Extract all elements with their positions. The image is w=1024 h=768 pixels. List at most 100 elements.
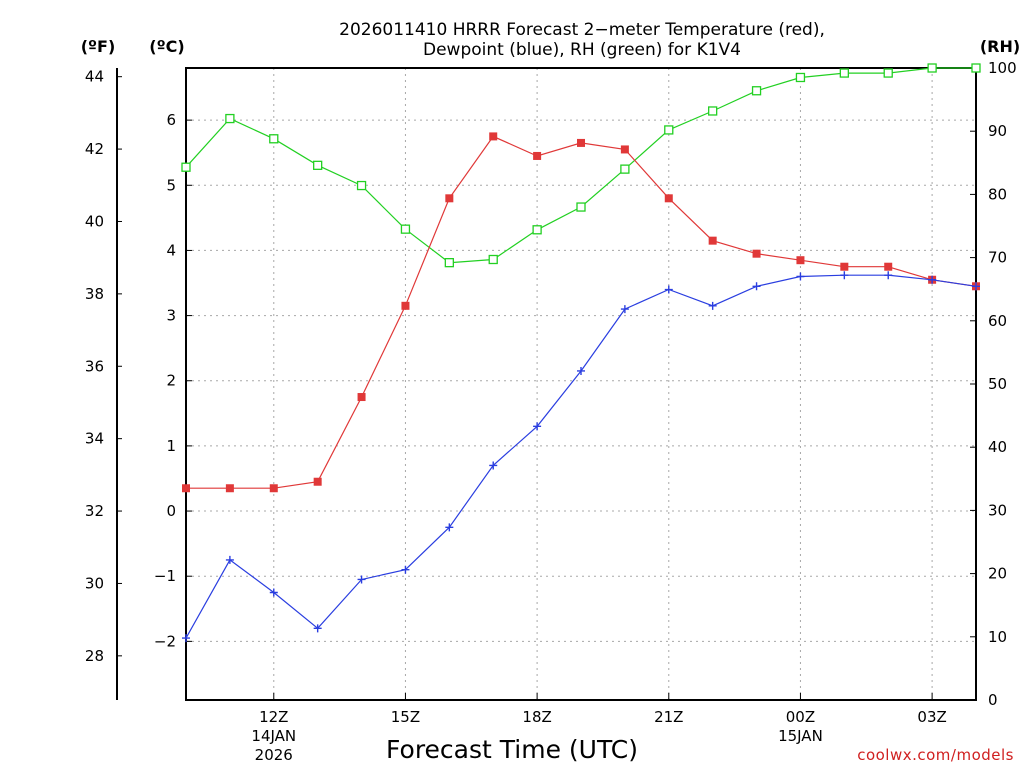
dewpoint-point [928, 275, 937, 284]
temperature-point [269, 484, 278, 493]
dewpoint-point [357, 575, 366, 584]
temperature-point [796, 256, 805, 265]
temperature-point [664, 194, 673, 203]
dewpoint-point [752, 282, 761, 291]
fahrenheit-tick-label: 36 [85, 357, 104, 375]
x-tick-label: 18Z [522, 708, 551, 726]
rh-tick-label: 50 [988, 375, 1007, 393]
rh-tick-label: 40 [988, 438, 1007, 456]
chart-title-line2: Dewpoint (blue), RH (green) for K1V4 [423, 40, 741, 60]
rh-point [488, 254, 498, 265]
rh-tick-label: 20 [988, 565, 1007, 583]
rh-tick-label: 10 [988, 628, 1007, 646]
rh-point [620, 164, 630, 174]
temperature-point [313, 477, 322, 486]
temperature-point [752, 249, 761, 258]
dewpoint-point [445, 523, 454, 532]
temperature-line [186, 135, 977, 489]
temperature-series [182, 132, 980, 493]
rh-point [532, 225, 542, 235]
x-tick-label: 03Z [917, 708, 946, 726]
temperature-point [840, 262, 849, 271]
celsius-tick-label: −1 [154, 567, 176, 585]
celsius-tick-label: 3 [166, 307, 176, 325]
dewpoint-point [840, 271, 849, 280]
celsius-tick-label: 2 [166, 372, 176, 390]
temperature-point [533, 151, 542, 160]
temperature-point [445, 194, 454, 203]
x-tick-year: 2026 [255, 746, 293, 764]
rh-tick-label: 70 [988, 249, 1007, 267]
dewpoint-line [185, 274, 977, 639]
x-tick-label: 00Z [786, 708, 815, 726]
x-tick-label: 12Z [259, 708, 288, 726]
dewpoint-point [533, 422, 542, 431]
dewpoint-series [182, 271, 980, 643]
rh-point [971, 63, 981, 73]
rh-tick-label: 0 [988, 691, 998, 709]
dewpoint-point [401, 565, 410, 574]
fahrenheit-tick-label: 40 [85, 212, 104, 230]
temperature-point [225, 484, 234, 493]
temperature-point [357, 393, 366, 402]
x-tick-date: 14JAN [251, 727, 296, 745]
dewpoint-point [489, 461, 498, 470]
fahrenheit-axis-ticks: 28 30 32 34 36 38 40 42 44 [85, 68, 122, 665]
dewpoint-point [796, 272, 805, 281]
celsius-tick-label: 4 [166, 241, 176, 259]
rh-axis-ticks: 0 10 20 30 40 50 60 70 80 90 100 [970, 59, 1017, 709]
dewpoint-point [664, 285, 673, 294]
rh-point [927, 63, 937, 73]
rh-tick-label: 60 [988, 312, 1007, 330]
temperature-point [577, 138, 585, 147]
rh-point [444, 258, 454, 268]
celsius-tick-label: 6 [166, 111, 176, 129]
temperature-point [884, 262, 893, 271]
rh-tick-label: 90 [988, 122, 1007, 140]
rh-point [181, 162, 191, 172]
dewpoint-point [269, 588, 278, 597]
celsius-tick-label: 5 [166, 176, 176, 194]
chart-title-line1: 2026011410 HRRR Forecast 2−meter Tempera… [339, 20, 825, 40]
celsius-axis-ticks: −2 −1 0 1 2 3 4 5 6 [154, 111, 192, 650]
dewpoint-point [225, 555, 234, 564]
celsius-tick-label: −2 [154, 632, 176, 650]
fahrenheit-tick-label: 42 [85, 140, 104, 158]
fahrenheit-tick-label: 44 [85, 68, 104, 86]
rh-point [664, 125, 674, 135]
temperature-point [489, 132, 498, 141]
rh-point [400, 224, 411, 234]
x-tick-label: 15Z [391, 708, 420, 726]
rh-point [269, 134, 279, 144]
rh-tick-label: 30 [988, 501, 1007, 519]
rh-point [708, 106, 718, 116]
fahrenheit-tick-label: 30 [85, 574, 104, 592]
rh-unit-label: (RH) [980, 37, 1020, 56]
celsius-unit-label: (ºC) [149, 37, 184, 56]
fahrenheit-tick-label: 32 [85, 502, 104, 520]
celsius-tick-label: 1 [166, 437, 176, 455]
fahrenheit-tick-label: 38 [85, 285, 104, 303]
rh-point [576, 202, 586, 212]
plot-frame [185, 67, 977, 701]
rh-point [356, 180, 367, 191]
fahrenheit-unit-label: (ºF) [81, 37, 116, 56]
rh-tick-label: 80 [988, 185, 1007, 203]
rh-point [225, 113, 235, 124]
dewpoint-point [182, 634, 190, 643]
temperature-point [708, 236, 717, 245]
dewpoint-point [313, 624, 322, 633]
dewpoint-point [620, 305, 629, 314]
credit-text: coolwx.com/models [857, 746, 1014, 764]
gridlines [186, 68, 976, 700]
fahrenheit-tick-label: 28 [85, 647, 104, 665]
dewpoint-point [708, 301, 717, 310]
rh-tick-label: 100 [988, 59, 1017, 77]
x-tick-label: 21Z [654, 708, 683, 726]
temperature-point [401, 301, 410, 310]
dewpoint-point [884, 271, 893, 280]
temperature-point [620, 145, 629, 154]
rh-point [313, 160, 323, 170]
